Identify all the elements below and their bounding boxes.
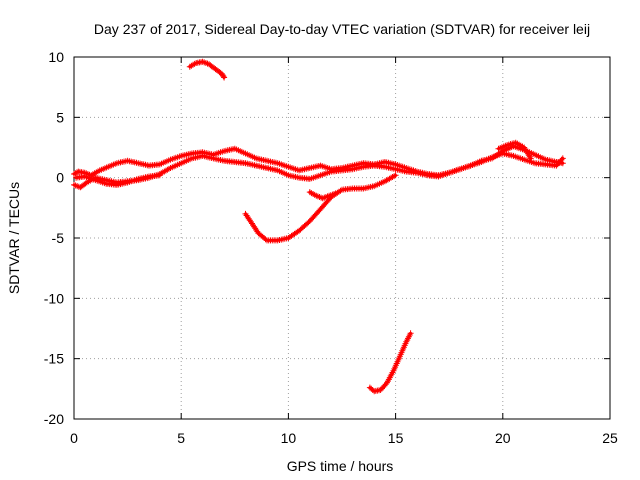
x-tick-label: 10 <box>281 430 297 446</box>
y-tick-label: -5 <box>52 230 65 246</box>
series-4 <box>186 58 228 81</box>
x-tick-label: 0 <box>70 430 78 446</box>
y-tick-label: 10 <box>48 49 64 65</box>
series-point-markers <box>73 172 163 188</box>
chart-title: Day 237 of 2017, Sidereal Day-to-day VTE… <box>94 21 590 37</box>
series-point-markers <box>242 172 399 244</box>
x-tick-label: 20 <box>495 430 511 446</box>
x-tick-label: 15 <box>388 430 404 446</box>
x-axis-label: GPS time / hours <box>287 458 394 474</box>
series-point-markers <box>186 58 228 81</box>
series-point-markers <box>366 330 414 395</box>
x-tick-label: 5 <box>177 430 185 446</box>
y-tick-label: -10 <box>44 290 64 306</box>
series-7 <box>495 139 534 162</box>
series-trace <box>72 144 565 177</box>
y-tick-label: -20 <box>44 411 64 427</box>
series-2 <box>71 150 566 191</box>
series-8 <box>366 330 414 395</box>
series-point-markers <box>71 150 566 191</box>
axis-ticks: 0 5 10 15 20 25 -20 -15 -10 -5 0 5 10 <box>44 49 618 446</box>
series-5 <box>242 172 399 244</box>
series-6 <box>306 189 339 202</box>
y-tick-label: 5 <box>56 109 64 125</box>
data-series <box>71 58 566 395</box>
y-tick-label: 0 <box>56 170 64 186</box>
series-3 <box>73 172 163 188</box>
x-tick-label: 25 <box>602 430 618 446</box>
y-tick-label: -15 <box>44 351 64 367</box>
series-point-markers <box>495 139 534 162</box>
series-point-markers <box>306 189 339 202</box>
y-axis-label: SDTVAR / TECUs <box>6 182 22 294</box>
grid-lines <box>74 57 610 419</box>
